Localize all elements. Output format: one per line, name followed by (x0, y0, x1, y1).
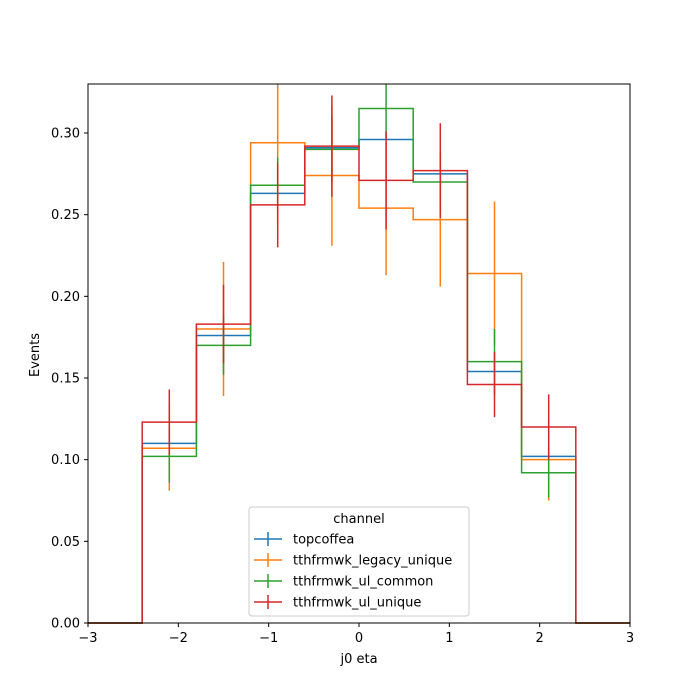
legend-box (248, 506, 470, 617)
y-tick-label: 0.10 (51, 453, 80, 468)
x-tick-label: −1 (259, 631, 278, 646)
y-tick-label: 0.30 (51, 127, 80, 142)
y-tick-label: 0.05 (51, 535, 80, 550)
x-axis-ticks: −3 −2 −1 0 1 2 3 (78, 623, 634, 646)
legend-title: channel (333, 512, 384, 527)
y-tick-label: 0.25 (51, 208, 80, 223)
y-tick-label: 0.00 (51, 617, 80, 632)
legend-label-tthfrmwk-legacy-unique: tthfrmwk_legacy_unique (293, 554, 452, 569)
x-tick-label: −2 (169, 631, 188, 646)
y-tick-label: 0.20 (51, 290, 80, 305)
series-layer (88, 84, 630, 624)
series-step-tthfrmwk-ul-common (88, 107, 630, 624)
y-tick-label: 0.15 (51, 372, 80, 387)
series-step-tthfrmwk-ul-unique (88, 145, 630, 624)
legend-label-topcoffea: topcoffea (293, 533, 354, 548)
x-tick-label: 3 (626, 631, 634, 646)
x-tick-label: −3 (78, 631, 97, 646)
x-tick-label: 0 (355, 631, 363, 646)
x-axis-label: j0 eta (339, 652, 377, 667)
x-tick-label: 1 (445, 631, 453, 646)
legend-entry-topcoffea: topcoffea (254, 532, 354, 548)
y-axis-label: Events (28, 333, 43, 377)
legend-label-tthfrmwk-ul-common: tthfrmwk_ul_common (293, 575, 433, 590)
legend-entry-tthfrmwk-legacy-unique: tthfrmwk_legacy_unique (254, 553, 452, 569)
y-axis-ticks: 0.00 0.05 0.10 0.15 0.20 0.25 0.30 (51, 127, 88, 632)
legend-label-tthfrmwk-ul-unique: tthfrmwk_ul_unique (293, 596, 421, 611)
legend-entry-tthfrmwk-ul-common: tthfrmwk_ul_common (254, 574, 433, 590)
legend-entry-tthfrmwk-ul-unique: tthfrmwk_ul_unique (254, 595, 421, 611)
series-tthfrmwk-ul-unique (88, 95, 630, 624)
legend: channel topcoffeatthfrmwk_legacy_uniquet… (248, 506, 470, 617)
x-tick-label: 2 (536, 631, 544, 646)
legend-entries: topcoffea tthfrmwk_legacy_unique tthfrmwk_… (254, 532, 452, 611)
